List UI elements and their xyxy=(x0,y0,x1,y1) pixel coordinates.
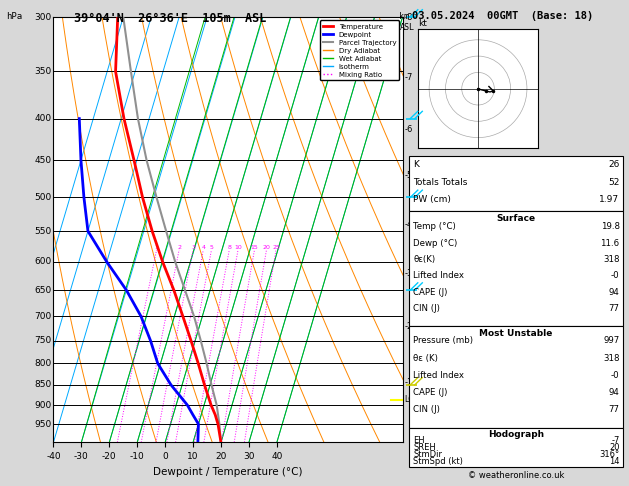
Text: 1.97: 1.97 xyxy=(599,195,620,204)
Text: 450: 450 xyxy=(35,156,52,165)
Text: © weatheronline.co.uk: © weatheronline.co.uk xyxy=(467,471,564,480)
Text: 2: 2 xyxy=(177,245,181,250)
Text: 300: 300 xyxy=(35,13,52,21)
Text: hPa: hPa xyxy=(6,12,23,21)
Text: CAPE (J): CAPE (J) xyxy=(413,388,448,397)
Text: 94: 94 xyxy=(609,288,620,297)
Text: 318: 318 xyxy=(603,255,620,264)
Text: -3: -3 xyxy=(404,269,413,278)
Text: 8: 8 xyxy=(227,245,231,250)
Text: CAPE (J): CAPE (J) xyxy=(413,288,448,297)
Text: km
ASL: km ASL xyxy=(399,12,415,32)
Text: Lifted Index: Lifted Index xyxy=(413,271,464,280)
Text: 900: 900 xyxy=(35,400,52,410)
Text: -0: -0 xyxy=(611,271,620,280)
Text: 1: 1 xyxy=(155,245,159,250)
Text: 600: 600 xyxy=(35,257,52,266)
Text: 750: 750 xyxy=(35,336,52,345)
Text: -2: -2 xyxy=(404,322,413,331)
Text: 350: 350 xyxy=(35,67,52,76)
Text: 700: 700 xyxy=(35,312,52,321)
Text: Hodograph: Hodograph xyxy=(487,430,544,439)
Text: 52: 52 xyxy=(608,178,620,187)
Text: 400: 400 xyxy=(35,114,52,123)
Text: LCL: LCL xyxy=(404,396,418,404)
Text: 19.8: 19.8 xyxy=(601,222,620,231)
Text: -4: -4 xyxy=(404,220,413,229)
Text: CIN (J): CIN (J) xyxy=(413,304,440,313)
Legend: Temperature, Dewpoint, Parcel Trajectory, Dry Adiabat, Wet Adiabat, Isotherm, Mi: Temperature, Dewpoint, Parcel Trajectory… xyxy=(320,20,399,80)
Text: 550: 550 xyxy=(35,226,52,236)
Text: 997: 997 xyxy=(603,336,620,346)
X-axis label: Dewpoint / Temperature (°C): Dewpoint / Temperature (°C) xyxy=(153,467,303,477)
Text: SREH: SREH xyxy=(413,443,436,452)
Text: 26: 26 xyxy=(608,160,620,170)
Text: 94: 94 xyxy=(609,388,620,397)
Text: 3: 3 xyxy=(191,245,195,250)
Text: 03.05.2024  00GMT  (Base: 18): 03.05.2024 00GMT (Base: 18) xyxy=(412,11,593,21)
Text: -7: -7 xyxy=(404,73,413,82)
Text: 5: 5 xyxy=(209,245,213,250)
Text: StmSpd (kt): StmSpd (kt) xyxy=(413,457,463,467)
Text: Totals Totals: Totals Totals xyxy=(413,178,467,187)
Text: Mixing Ratio (g/kg): Mixing Ratio (g/kg) xyxy=(430,214,440,287)
Text: EH: EH xyxy=(413,436,425,446)
Text: K: K xyxy=(413,160,419,170)
Text: -0: -0 xyxy=(611,371,620,380)
Text: -1: -1 xyxy=(404,378,413,387)
Text: 20: 20 xyxy=(609,443,620,452)
Text: -7: -7 xyxy=(611,436,620,446)
Text: Dewp (°C): Dewp (°C) xyxy=(413,239,457,247)
Text: 10: 10 xyxy=(234,245,242,250)
Text: -8: -8 xyxy=(404,13,413,21)
Text: 77: 77 xyxy=(609,304,620,313)
Text: kt: kt xyxy=(418,19,427,28)
Text: Surface: Surface xyxy=(496,214,535,224)
Text: 77: 77 xyxy=(609,405,620,414)
Text: 950: 950 xyxy=(35,419,52,429)
Text: PW (cm): PW (cm) xyxy=(413,195,451,204)
Text: -6: -6 xyxy=(404,124,413,134)
Text: Temp (°C): Temp (°C) xyxy=(413,222,456,231)
Text: 11.6: 11.6 xyxy=(601,239,620,247)
Text: 316°: 316° xyxy=(599,451,620,459)
Text: Lifted Index: Lifted Index xyxy=(413,371,464,380)
Text: 800: 800 xyxy=(35,359,52,368)
Text: 20: 20 xyxy=(262,245,270,250)
Text: StmDir: StmDir xyxy=(413,451,442,459)
Text: 39°04'N  26°36'E  105m  ASL: 39°04'N 26°36'E 105m ASL xyxy=(74,12,266,25)
Text: 14: 14 xyxy=(609,457,620,467)
Text: 25: 25 xyxy=(272,245,280,250)
Text: 500: 500 xyxy=(35,193,52,202)
Text: 318: 318 xyxy=(603,353,620,363)
Text: CIN (J): CIN (J) xyxy=(413,405,440,414)
Text: Pressure (mb): Pressure (mb) xyxy=(413,336,473,346)
Text: θε (K): θε (K) xyxy=(413,353,438,363)
Text: 15: 15 xyxy=(250,245,259,250)
Text: 850: 850 xyxy=(35,381,52,389)
Text: 650: 650 xyxy=(35,286,52,295)
Text: -5: -5 xyxy=(404,171,413,180)
Text: θε(K): θε(K) xyxy=(413,255,435,264)
Text: Most Unstable: Most Unstable xyxy=(479,329,552,338)
Text: 4: 4 xyxy=(201,245,205,250)
